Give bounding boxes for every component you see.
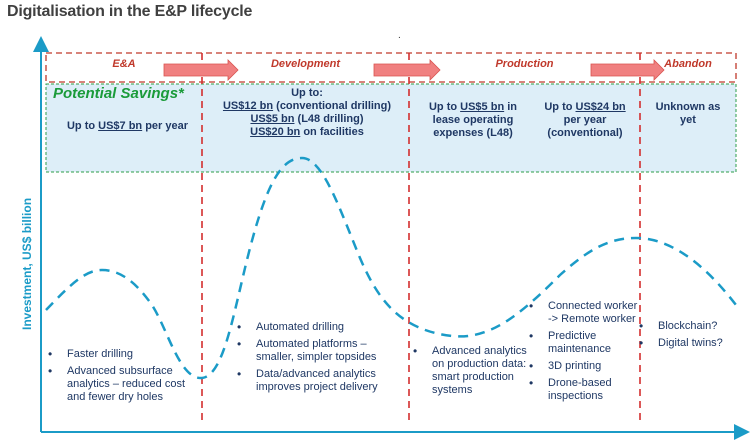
savings-production-conventional: Up to US$24 bn per year (conventional) bbox=[544, 101, 626, 139]
list-item: Drone-based inspections bbox=[529, 377, 642, 403]
stage-header-box bbox=[45, 52, 737, 83]
stray-dot-mark: . bbox=[398, 30, 401, 41]
potential-savings-label: Potential Savings* bbox=[53, 85, 184, 102]
list-item: Advanced subsurface analytics – reduced … bbox=[48, 365, 198, 404]
stage-abandon-label: Abandon bbox=[664, 58, 712, 70]
arrow-development-to-production bbox=[373, 59, 441, 81]
savings-production-lease: Up to US$5 bn in lease operating expense… bbox=[428, 101, 518, 139]
bullets-abandon: Blockchain? Digital twins? bbox=[639, 320, 739, 354]
savings-abandon: Unknown as yet bbox=[655, 101, 721, 126]
list-item: Blockchain? bbox=[639, 320, 739, 333]
stage-production-label: Production bbox=[495, 58, 554, 70]
list-item: 3D printing bbox=[529, 360, 642, 373]
arrow-ea-to-development bbox=[163, 59, 239, 81]
savings-development: Up to: US$12 bn (conventional drilling) … bbox=[222, 87, 392, 138]
bullets-production-analytics: Advanced analytics on production data: s… bbox=[413, 345, 531, 401]
list-item: Advanced analytics on production data: s… bbox=[413, 345, 531, 397]
y-axis-label: Investment, US$ billion bbox=[20, 197, 34, 330]
savings-band-border bbox=[45, 83, 737, 173]
list-item: Connected worker -> Remote worker bbox=[529, 300, 642, 326]
list-item: Faster drilling bbox=[48, 348, 198, 361]
investment-curve bbox=[45, 156, 737, 380]
arrow-production-to-abandon bbox=[590, 59, 665, 81]
savings-ea: Up to US$7 bn per year bbox=[66, 120, 189, 132]
page-title: Digitalisation in the E&P lifecycle bbox=[7, 3, 253, 20]
stage-ea-label: E&A bbox=[112, 58, 136, 70]
list-item: Automated platforms – smaller, simpler t… bbox=[237, 338, 405, 364]
stage-development-label: Development bbox=[270, 58, 341, 70]
bullets-production-tech: Connected worker -> Remote worker Predic… bbox=[529, 300, 642, 407]
bullets-development: Automated drilling Automated platforms –… bbox=[237, 321, 405, 398]
list-item: Data/advanced analytics improves project… bbox=[237, 368, 405, 394]
bullets-ea: Faster drilling Advanced subsurface anal… bbox=[48, 348, 198, 408]
savings-band bbox=[46, 84, 736, 172]
list-item: Digital twins? bbox=[639, 337, 739, 350]
list-item: Predictive maintenance bbox=[529, 330, 642, 356]
list-item: Automated drilling bbox=[237, 321, 405, 334]
